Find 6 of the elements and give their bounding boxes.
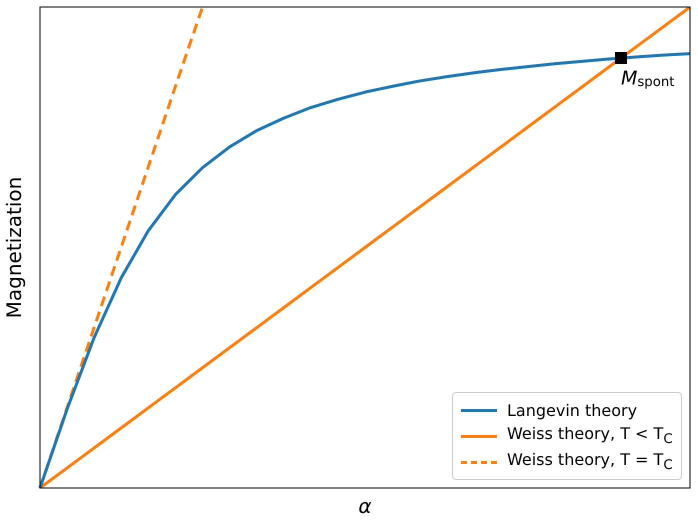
legend-label: Weiss theory, T < T$_{C}$ <box>507 424 673 448</box>
annotation: Mspont <box>620 68 675 90</box>
legend-label: Langevin theory <box>507 400 638 420</box>
y-axis-title: Magnetization <box>2 176 26 318</box>
legend-label: Weiss theory, T = T$_{C}$ <box>507 450 673 474</box>
x-axis-title: α <box>358 494 372 518</box>
